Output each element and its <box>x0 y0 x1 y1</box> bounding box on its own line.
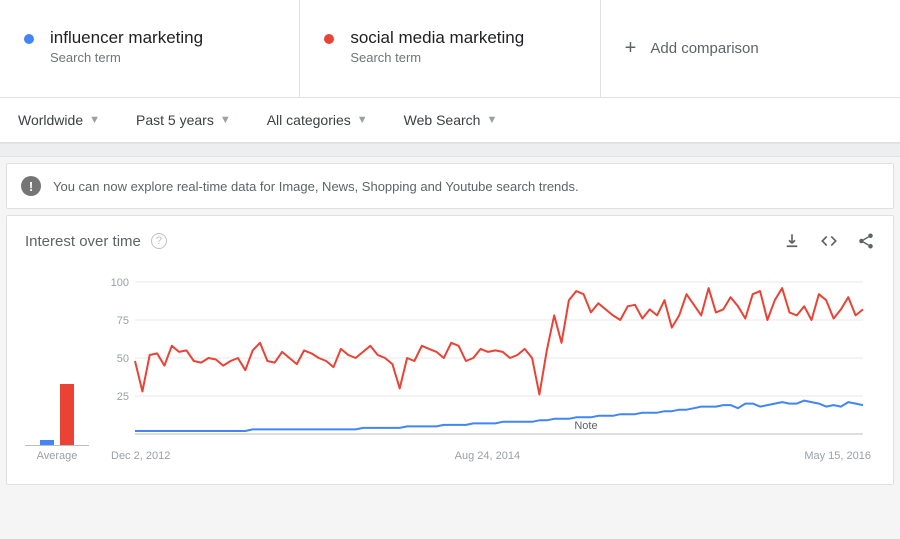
term-2-sub: Search term <box>350 50 524 65</box>
add-comparison-label: Add comparison <box>650 40 758 57</box>
average-bars <box>25 346 89 446</box>
download-icon[interactable] <box>783 232 801 250</box>
chart-title: Interest over time <box>25 233 141 250</box>
plus-icon: + <box>625 37 637 60</box>
x-label-1: Aug 24, 2014 <box>455 450 520 462</box>
add-comparison-button[interactable]: + Add comparison <box>601 0 900 97</box>
svg-text:50: 50 <box>117 353 129 365</box>
filter-geo[interactable]: Worldwide ▼ <box>18 112 100 128</box>
compare-term-1[interactable]: influencer marketing Search term <box>0 0 300 97</box>
chevron-down-icon: ▼ <box>357 114 368 126</box>
share-icon[interactable] <box>857 232 875 250</box>
svg-text:25: 25 <box>117 391 129 403</box>
info-icon: ! <box>21 176 41 196</box>
chart-body: Average 25 50 75 100 Note Dec 2, 2012 Aug 2… <box>25 274 875 462</box>
term-1-color-dot <box>24 34 34 44</box>
info-notice: ! You can now explore real-time data for… <box>6 163 894 209</box>
filter-category[interactable]: All categories ▼ <box>267 112 368 128</box>
term-2-color-dot <box>324 34 334 44</box>
average-bar <box>40 440 54 445</box>
filter-search-type-label: Web Search <box>404 112 481 128</box>
x-label-0: Dec 2, 2012 <box>111 450 170 462</box>
notice-text: You can now explore real-time data for I… <box>53 179 579 194</box>
filter-search-type[interactable]: Web Search ▼ <box>404 112 498 128</box>
interest-over-time-card: Interest over time ? Average 25 50 75 100 N… <box>6 215 894 485</box>
term-1-title: influencer marketing <box>50 28 203 48</box>
section-divider <box>0 143 900 157</box>
chart-note-label[interactable]: Note <box>574 420 597 432</box>
compare-term-2[interactable]: social media marketing Search term <box>300 0 600 97</box>
comparison-row: influencer marketing Search term social … <box>0 0 900 98</box>
filter-time[interactable]: Past 5 years ▼ <box>136 112 231 128</box>
line-chart: 25 50 75 100 Note Dec 2, 2012 Aug 24, 2014 … <box>107 274 875 462</box>
filter-geo-label: Worldwide <box>18 112 83 128</box>
term-1-sub: Search term <box>50 50 203 65</box>
filters-row: Worldwide ▼ Past 5 years ▼ All categorie… <box>0 98 900 143</box>
help-icon[interactable]: ? <box>151 233 167 249</box>
chevron-down-icon: ▼ <box>220 114 231 126</box>
line-chart-svg: 25 50 75 100 <box>107 274 867 444</box>
term-2-title: social media marketing <box>350 28 524 48</box>
chevron-down-icon: ▼ <box>89 114 100 126</box>
x-axis-labels: Dec 2, 2012 Aug 24, 2014 May 15, 2016 <box>107 450 875 462</box>
chart-header: Interest over time ? <box>25 232 875 250</box>
average-label: Average <box>25 450 89 462</box>
chevron-down-icon: ▼ <box>486 114 497 126</box>
average-bar <box>60 384 74 445</box>
filter-category-label: All categories <box>267 112 351 128</box>
svg-text:75: 75 <box>117 315 129 327</box>
x-label-2: May 15, 2016 <box>804 450 871 462</box>
svg-text:100: 100 <box>111 277 129 289</box>
filter-time-label: Past 5 years <box>136 112 214 128</box>
embed-icon[interactable] <box>819 232 839 250</box>
chart-actions <box>783 232 875 250</box>
average-block: Average <box>25 346 89 462</box>
